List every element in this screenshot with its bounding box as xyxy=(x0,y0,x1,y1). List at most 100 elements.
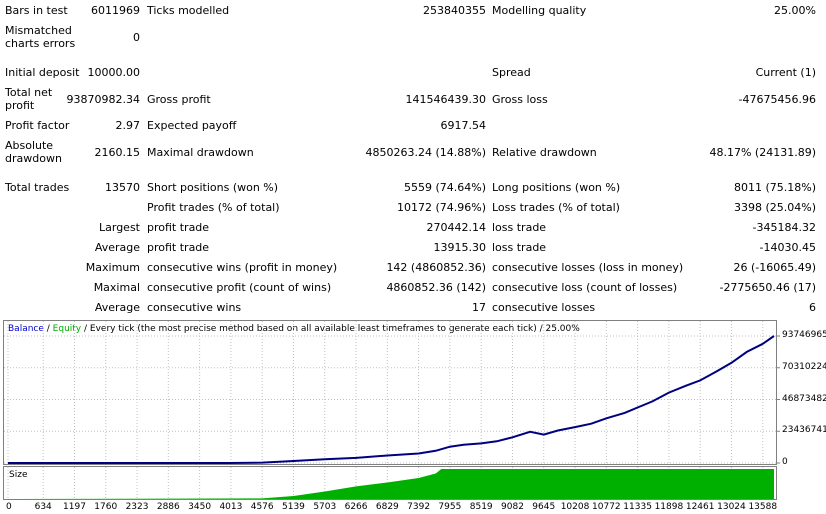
largest-label: Largest xyxy=(99,221,140,234)
short-positions-value: 5559 (74.64%) xyxy=(403,181,486,194)
max-consecutive-losses-value: 26 (-16065.49) xyxy=(733,261,816,274)
x-tick-label: 5139 xyxy=(282,502,305,512)
y-tick-label: 23436741 xyxy=(782,425,826,436)
average-consecutive-wins-label: consecutive wins xyxy=(147,301,242,314)
spread-value: Current (1) xyxy=(755,66,816,79)
chart-legend: Balance / Equity / Every tick (the most … xyxy=(8,324,580,335)
balance-series-line xyxy=(8,335,775,464)
size-series-area xyxy=(8,469,774,499)
absolute-drawdown-label: Absolute drawdown xyxy=(5,139,62,165)
maximal-consecutive-profit-value: 4860852.36 (142) xyxy=(386,281,486,294)
x-tick-label: 6829 xyxy=(375,502,399,512)
short-positions-label: Short positions (won %) xyxy=(147,181,279,194)
maximal-consecutive-loss-label: consecutive loss (count of losses) xyxy=(492,281,678,294)
long-positions-value: 8011 (75.18%) xyxy=(733,181,816,194)
legend-separator: / xyxy=(43,324,53,334)
x-tick-label: 13024 xyxy=(717,502,746,512)
max-consecutive-losses-label: consecutive losses (loss in money) xyxy=(492,261,684,274)
y-tick-label: 93746965 xyxy=(782,330,826,340)
y-tick-label: 0 xyxy=(782,457,788,467)
average-label: Average xyxy=(94,241,140,254)
x-tick-label: 9645 xyxy=(532,502,556,512)
average-loss-trade-value: -14030.45 xyxy=(759,241,816,254)
x-tick-label: 4013 xyxy=(219,502,243,512)
x-tick-label: 2323 xyxy=(125,502,149,512)
test-report-summary: Bars in test 6011969 Ticks modelled 2538… xyxy=(5,4,816,314)
x-tick-label: 7392 xyxy=(407,502,431,512)
gross-profit-value: 141546439.30 xyxy=(405,93,486,106)
size-chart-label: Size xyxy=(9,470,28,480)
maximal-drawdown-label: Maximal drawdown xyxy=(147,146,254,159)
gross-profit-label: Gross profit xyxy=(147,93,211,106)
profit-trades-label: Profit trades (% of total) xyxy=(147,201,280,214)
loss-trades-value: 3398 (25.04%) xyxy=(733,201,816,214)
ticks-modelled-label: Ticks modelled xyxy=(147,4,230,17)
gross-loss-label: Gross loss xyxy=(492,93,548,106)
x-tick-label: 8519 xyxy=(469,502,493,512)
total-net-profit-label: Total net profit xyxy=(5,86,53,112)
x-tick-label: 1760 xyxy=(94,502,118,512)
legend-description: / Every tick (the most precise method ba… xyxy=(81,324,580,334)
total-trades-label: Total trades xyxy=(5,181,70,194)
y-tick-label: 46873482 xyxy=(782,393,826,404)
x-tick-label: 9082 xyxy=(501,502,524,512)
relative-drawdown-value: 48.17% (24131.89) xyxy=(709,146,816,159)
ticks-modelled-value: 253840355 xyxy=(423,4,486,17)
average-consecutive-label: Average xyxy=(94,301,140,314)
maximal-consecutive-loss-value: -2775650.46 (17) xyxy=(719,281,816,294)
profit-trades-value: 10172 (74.96%) xyxy=(396,201,486,214)
x-tick-label: 13588 xyxy=(748,502,778,512)
modelling-quality-label: Modelling quality xyxy=(492,4,587,17)
maximal-label: Maximal xyxy=(93,281,140,294)
x-tick-label: 12461 xyxy=(685,502,715,512)
legend-equity: Equity xyxy=(52,324,82,334)
modelling-quality-value: 25.00% xyxy=(774,4,816,17)
profit-factor-value: 2.97 xyxy=(115,119,141,132)
average-consecutive-losses-label: consecutive losses xyxy=(492,301,596,314)
initial-deposit-label: Initial deposit xyxy=(5,66,80,79)
spread-label: Spread xyxy=(492,66,531,79)
mismatched-charts-errors-value: 0 xyxy=(133,31,140,44)
x-tick-label: 7955 xyxy=(438,502,462,512)
mismatched-charts-errors-label: Mismatched charts errors xyxy=(5,24,76,50)
x-tick-label: 1197 xyxy=(63,502,86,512)
loss-trades-label: Loss trades (% of total) xyxy=(492,201,620,214)
x-tick-label: 2886 xyxy=(156,502,180,512)
max-consecutive-wins-label: consecutive wins (profit in money) xyxy=(147,261,338,274)
initial-deposit-value: 10000.00 xyxy=(87,66,141,79)
expected-payoff-value: 6917.54 xyxy=(440,119,487,132)
average-consecutive-losses-value: 6 xyxy=(809,301,816,314)
x-tick-label: 6266 xyxy=(344,502,368,512)
total-net-profit-value: 93870982.34 xyxy=(66,93,140,106)
x-tick-label: 3450 xyxy=(188,502,212,512)
x-tick-label: 10772 xyxy=(592,502,621,512)
bars-in-test-label: Bars in test xyxy=(5,4,68,17)
maximum-label: Maximum xyxy=(85,261,140,274)
x-tick-label: 11898 xyxy=(654,502,684,512)
largest-profit-trade-value: 270442.14 xyxy=(426,221,487,234)
expected-payoff-label: Expected payoff xyxy=(147,119,237,132)
average-profit-trade-value: 13915.30 xyxy=(433,241,487,254)
x-tick-label: 5703 xyxy=(313,502,337,512)
largest-profit-trade-label: profit trade xyxy=(147,221,210,234)
total-trades-value: 13570 xyxy=(105,181,140,194)
x-tick-label: 634 xyxy=(34,502,52,512)
legend-balance: Balance xyxy=(8,324,44,334)
gross-loss-value: -47675456.96 xyxy=(738,93,816,106)
relative-drawdown-label: Relative drawdown xyxy=(492,146,597,159)
profit-factor-label: Profit factor xyxy=(5,119,70,132)
average-profit-trade-label: profit trade xyxy=(147,241,210,254)
x-tick-label: 0 xyxy=(6,502,12,512)
long-positions-label: Long positions (won %) xyxy=(492,181,621,194)
balance-chart-frame xyxy=(3,320,777,465)
average-loss-trade-label: loss trade xyxy=(492,241,547,254)
absolute-drawdown-value: 2160.15 xyxy=(94,146,141,159)
maximal-drawdown-value: 4850263.24 (14.88%) xyxy=(365,146,486,159)
x-tick-label: 4576 xyxy=(250,502,274,512)
largest-loss-trade-value: -345184.32 xyxy=(752,221,816,234)
x-tick-label: 10208 xyxy=(560,502,590,512)
average-consecutive-wins-value: 17 xyxy=(472,301,486,314)
bars-in-test-value: 6011969 xyxy=(91,4,140,17)
largest-loss-trade-label: loss trade xyxy=(492,221,547,234)
